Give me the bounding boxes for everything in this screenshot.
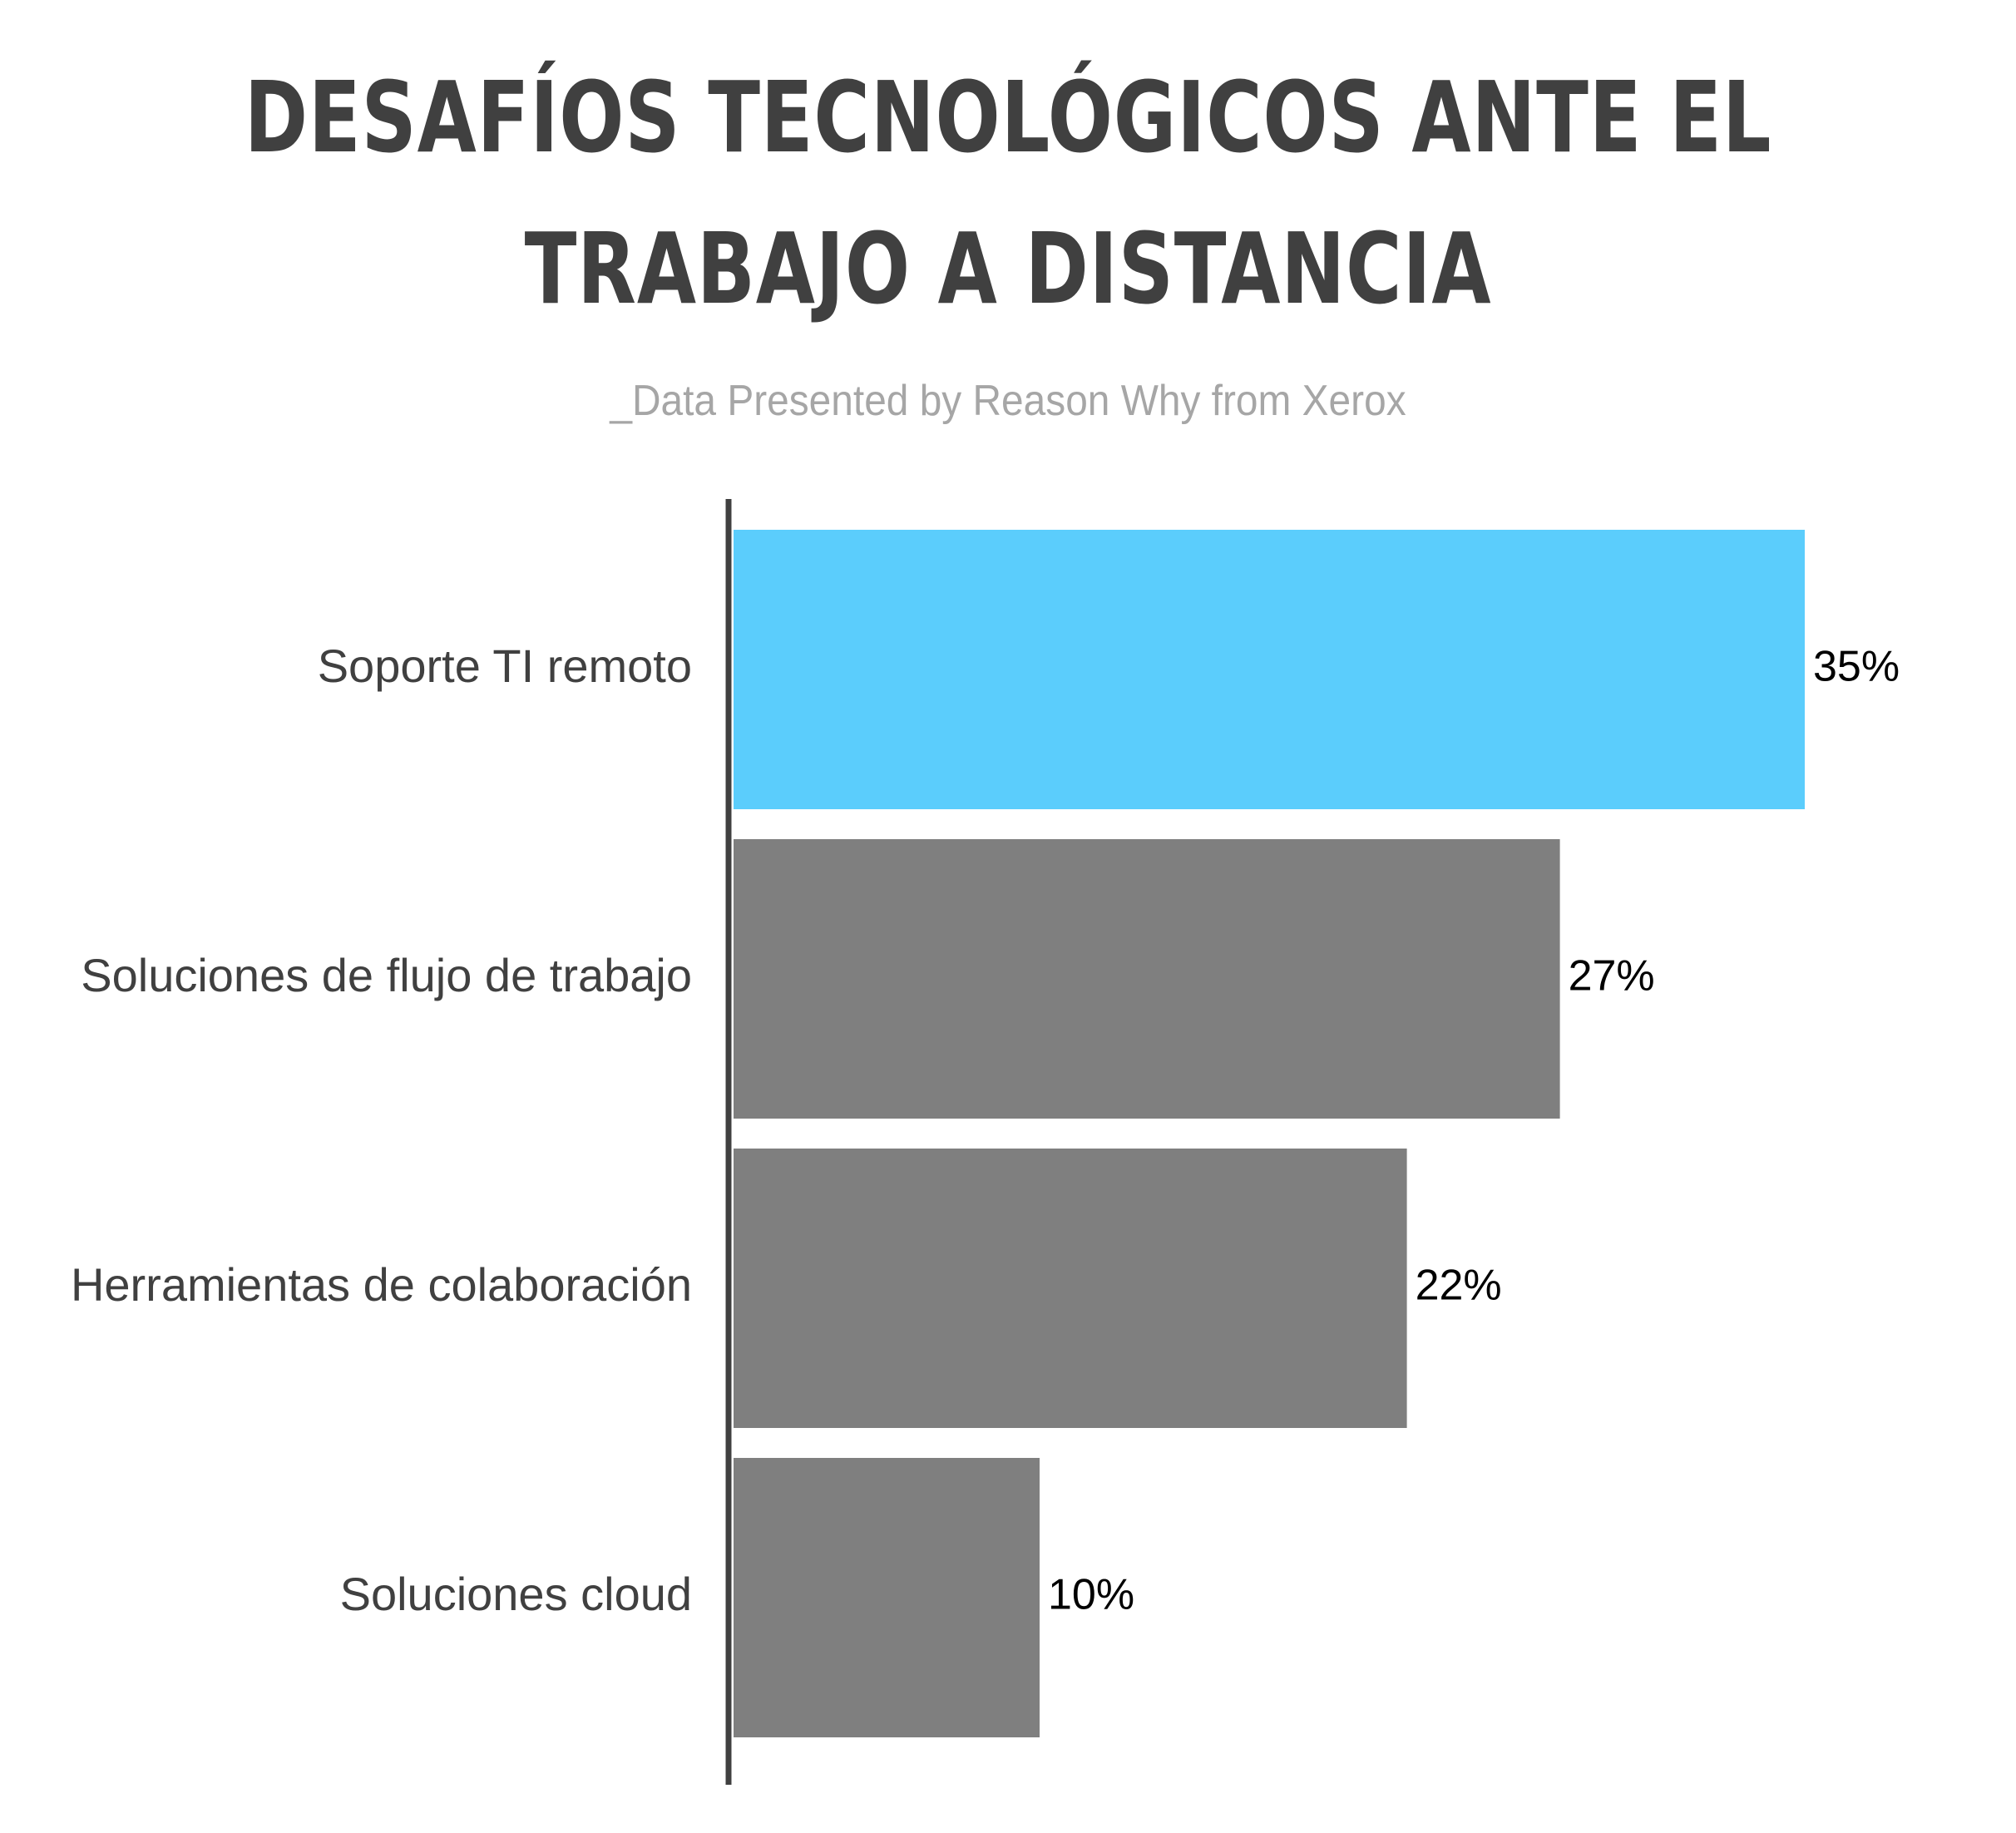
category-label-3: Herramientas de colaboración <box>71 1258 692 1311</box>
category-label-2: Soluciones de flujo de trabajo <box>81 949 692 1001</box>
value-label-2: 27% <box>1569 952 1655 1000</box>
value-label-1: 35% <box>1813 643 1900 691</box>
category-label-4: Soluciones cloud <box>340 1568 692 1620</box>
bar-2 <box>734 839 1560 1119</box>
bar-1 <box>734 530 1805 809</box>
value-label-4: 10% <box>1048 1571 1134 1619</box>
category-label-1: Soporte TI remoto <box>318 640 692 692</box>
chart-subtitle: _Data Presented by Reason Why from Xerox <box>610 377 1406 425</box>
chart-title-line-2: TRABAJO A DISTANCIA <box>524 211 1492 326</box>
bar-3 <box>734 1149 1407 1428</box>
bar-4 <box>734 1458 1040 1737</box>
chart-title: DESAFÍOS TECNOLÓGICOS ANTE EL TRABAJO A … <box>222 42 1795 344</box>
chart-title-line-1: DESAFÍOS TECNOLÓGICOS ANTE EL <box>244 60 1772 175</box>
value-label-3: 22% <box>1416 1262 1502 1310</box>
